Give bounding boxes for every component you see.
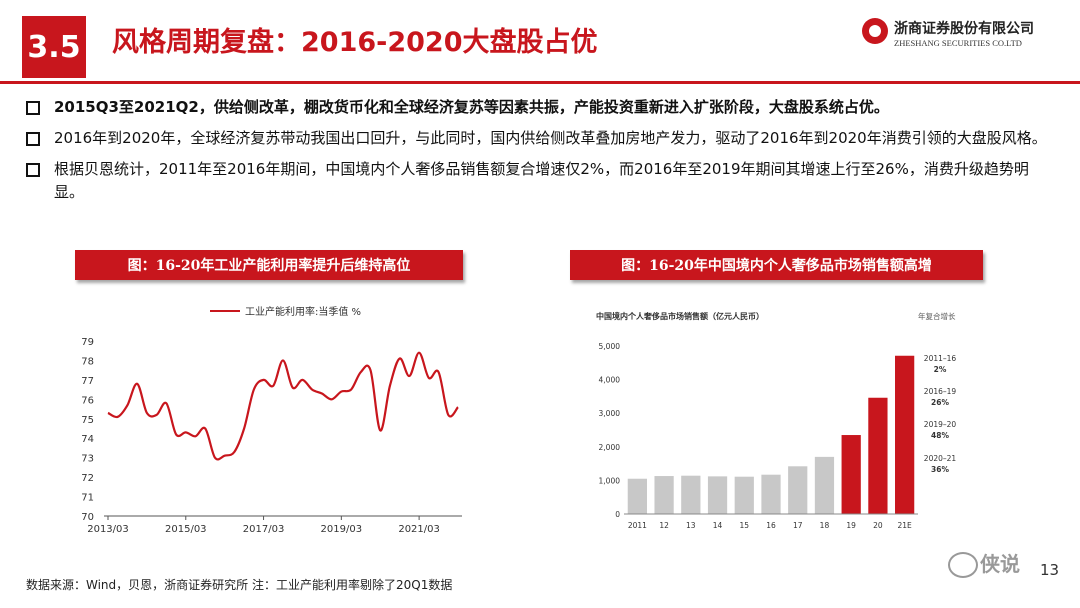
x-tick-label: 15 [739, 521, 749, 530]
square-bullet-icon [26, 163, 40, 177]
y-tick-label: 78 [81, 356, 94, 367]
x-tick-label: 2013/03 [87, 524, 129, 535]
y-tick-label: 1,000 [599, 476, 621, 485]
chart-title: 中国境内个人奢侈品市场销售额（亿元人民币） [596, 311, 764, 321]
series-line [107, 351, 459, 461]
y-tick-label: 2,000 [599, 443, 621, 452]
y-tick-label: 5,000 [599, 342, 621, 351]
bullet-list: 2015Q3至2021Q2，供给侧改革，棚改货币化和全球经济复苏等因素共振，产能… [26, 96, 1056, 212]
annotation-rate: 2% [934, 365, 947, 374]
y-tick-label: 4,000 [599, 376, 621, 385]
legend-label: 工业产能利用率:当季值 % [245, 305, 361, 318]
x-tick-label: 17 [793, 521, 803, 530]
capacity-utilization-line-chart: 工业产能利用率:当季值 % 79 78 77 76 75 74 73 72 71 702013/03… [81, 305, 462, 535]
square-bullet-icon [26, 101, 40, 115]
x-tick-label: 2019/03 [321, 524, 363, 535]
bar [627, 478, 647, 514]
bar [841, 435, 861, 514]
annotation-rate: 36% [931, 465, 949, 474]
x-tick-label: 2011 [628, 521, 647, 530]
y-tick-label: 74 [81, 434, 94, 445]
bullet-item: 2015Q3至2021Q2，供给侧改革，棚改货币化和全球经济复苏等因素共振，产能… [26, 96, 1056, 119]
y-tick-label: 3,000 [599, 409, 621, 418]
bar [814, 456, 835, 514]
page-number: 13 [1040, 561, 1060, 579]
right-chart-caption: 图：16-20年中国境内个人奢侈品市场销售额高增 [570, 250, 983, 280]
x-tick-label: 16 [766, 521, 776, 530]
x-tick-label: 2015/03 [165, 524, 207, 535]
annotation-period: 2019–20 [924, 420, 957, 429]
bar [707, 476, 728, 514]
x-tick-label: 2017/03 [243, 524, 285, 535]
bar [895, 355, 915, 514]
annotation-header: 年复合增长 [918, 311, 956, 321]
luxury-sales-bar-chart: 中国境内个人奢侈品市场销售额（亿元人民币） 年复合增长 5,000 4,000 3,00… [596, 311, 957, 530]
y-tick-label: 0 [615, 510, 620, 519]
section-number-badge: 3.5 [22, 16, 86, 78]
annotation-rate: 48% [931, 431, 949, 440]
x-tick-label: 13 [686, 521, 696, 530]
bar [761, 474, 781, 514]
header-divider [0, 81, 1080, 84]
x-tick-label: 20 [873, 521, 883, 530]
annotation-rate: 26% [931, 398, 949, 407]
x-tick-label: 2021/03 [398, 524, 440, 535]
bar [654, 476, 674, 514]
x-tick-label: 21E [897, 521, 912, 530]
y-tick-label: 71 [81, 493, 94, 504]
watermark-text: 侠说 [980, 552, 1020, 576]
page-title: 风格周期复盘：2016-2020大盘股占优 [112, 27, 598, 58]
bar [788, 466, 808, 514]
bar [868, 397, 888, 514]
zheshang-logo-icon [862, 18, 888, 44]
bar [681, 475, 701, 514]
y-tick-label: 70 [81, 512, 94, 523]
x-tick-label: 19 [846, 521, 856, 530]
y-tick-label: 75 [81, 415, 94, 426]
left-chart-caption: 图：16-20年工业产能利用率提升后维持高位 [75, 250, 463, 280]
x-tick-label: 12 [659, 521, 669, 530]
bullet-text: 根据贝恩统计，2011年至2016年期间，中国境内个人奢侈品销售额复合增速仅2%… [54, 160, 1029, 201]
bullet-item: 根据贝恩统计，2011年至2016年期间，中国境内个人奢侈品销售额复合增速仅2%… [26, 158, 1056, 204]
bullet-text: 2016年到2020年，全球经济复苏带动我国出口回升，与此同时，国内供给侧改革叠… [54, 129, 1047, 147]
annotation-period: 2020–21 [924, 454, 957, 463]
square-bullet-icon [26, 132, 40, 146]
bar [734, 476, 754, 514]
data-source-note: 数据来源：Wind，贝恩，浙商证券研究所 注：工业产能利用率剔除了20Q1数据 [26, 578, 453, 592]
company-logo: 浙商证券股份有限公司 ZHESHANG SECURITIES CO.LTD [862, 16, 1062, 60]
y-tick-label: 79 [81, 337, 94, 348]
bullet-text: 2015Q3至2021Q2，供给侧改革，棚改货币化和全球经济复苏等因素共振，产能… [54, 98, 889, 116]
x-tick-label: 18 [820, 521, 830, 530]
bullet-item: 2016年到2020年，全球经济复苏带动我国出口回升，与此同时，国内供给侧改革叠… [26, 127, 1056, 150]
logo-chinese-name: 浙商证券股份有限公司 [894, 21, 1034, 37]
y-tick-label: 72 [81, 473, 94, 484]
y-tick-label: 76 [81, 395, 94, 406]
wechat-watermark-icon [948, 552, 978, 578]
annotation-period: 2011–16 [924, 354, 957, 363]
y-tick-label: 73 [81, 454, 94, 465]
x-tick-label: 14 [713, 521, 723, 530]
logo-english-name: ZHESHANG SECURITIES CO.LTD [894, 38, 1022, 48]
y-tick-label: 77 [81, 376, 94, 387]
annotation-period: 2016–19 [924, 387, 957, 396]
